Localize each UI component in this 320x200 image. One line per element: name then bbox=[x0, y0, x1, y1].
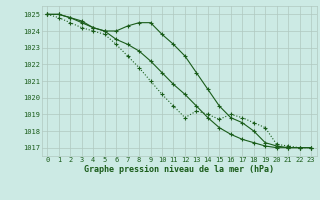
X-axis label: Graphe pression niveau de la mer (hPa): Graphe pression niveau de la mer (hPa) bbox=[84, 165, 274, 174]
